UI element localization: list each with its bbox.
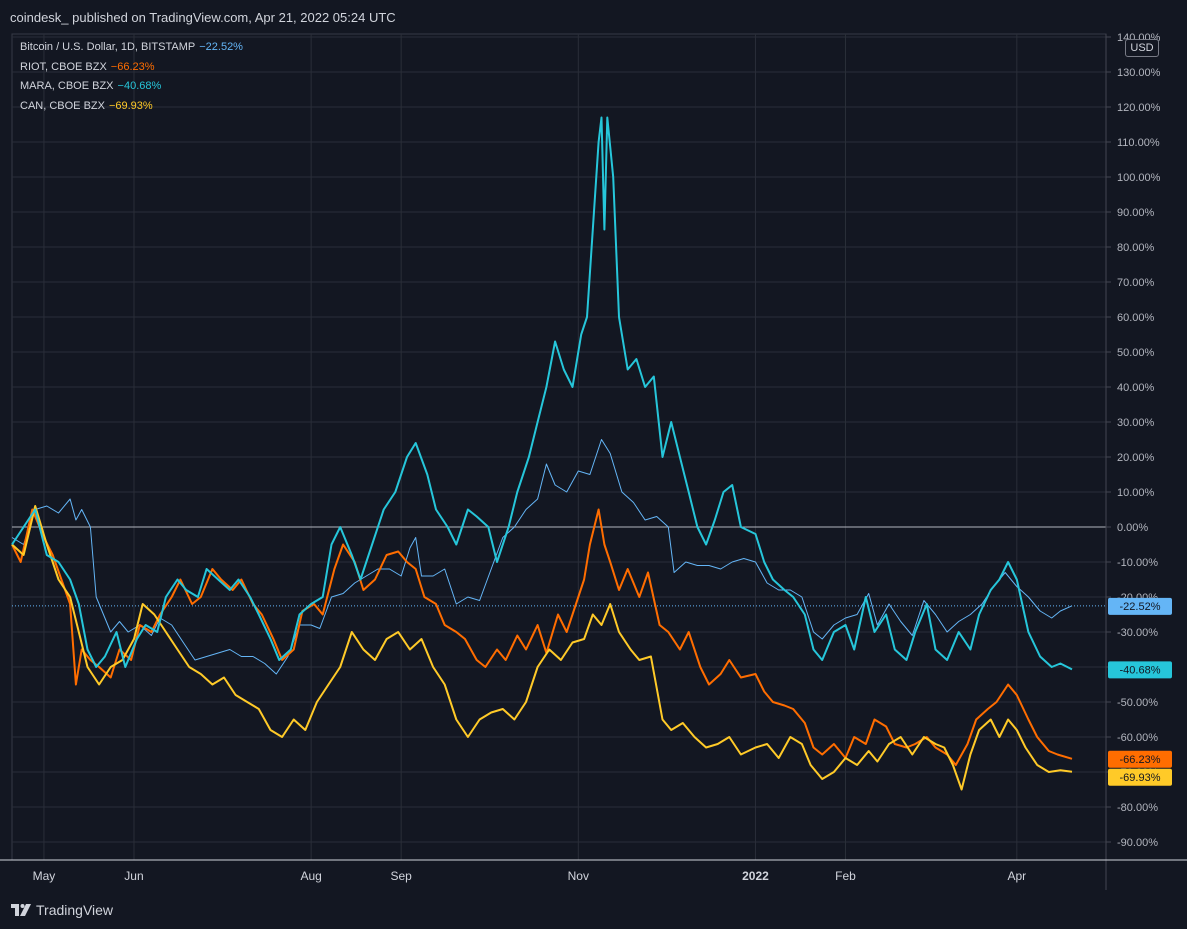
last-value-badge-btc: -22.52% — [1108, 597, 1172, 615]
y-tick-label: 100.00% — [1117, 172, 1161, 184]
grid-layer — [11, 33, 1107, 861]
badge-label: -22.52% — [1120, 601, 1161, 613]
badge-bg — [1108, 768, 1172, 786]
legend-label-mara: MARA, CBOE BZX — [20, 80, 114, 92]
y-tick-label: 70.00% — [1117, 277, 1155, 289]
last-value-badges: -22.52% -40.68% -66.23% -69.93% — [1108, 597, 1172, 786]
currency-button[interactable]: USD — [1125, 39, 1159, 57]
x-tick-label: Nov — [568, 869, 589, 883]
x-tick-label: Apr — [1007, 869, 1026, 883]
y-tick-label: 110.00% — [1117, 137, 1160, 149]
legend-label-riot: RIOT, CBOE BZX — [20, 60, 107, 73]
legend-label-can: CAN, CBOE BZX — [20, 99, 105, 112]
y-tick-label: 20.00% — [1117, 452, 1155, 464]
tradingview-brand-label: TradingView — [36, 901, 114, 918]
series-layer — [11, 116, 1073, 791]
y-tick-label: -60.00% — [1117, 732, 1158, 744]
x-tick-label: Aug — [300, 869, 321, 883]
legend-change-riot: −66.23% — [110, 60, 155, 73]
y-tick-label: -80.00% — [1117, 802, 1158, 814]
y-tick-label: 0.00% — [1117, 522, 1148, 534]
time-axis[interactable]: May Jun Aug Sep Nov 2022 Feb Apr — [0, 859, 1187, 883]
legend-label-btc: Bitcoin / U.S. Dollar, 1D, BITSTAMP — [20, 41, 196, 53]
badge-label: -66.23% — [1120, 754, 1161, 766]
badge-bg — [1108, 750, 1172, 768]
badge-label: -40.68% — [1120, 664, 1161, 676]
chart-legend: Bitcoin / U.S. Dollar, 1D, BITSTAMP −22.5… — [20, 38, 243, 116]
y-tick-label: -10.00% — [1117, 557, 1158, 569]
y-tick-label: 30.00% — [1117, 417, 1155, 429]
badge-bg — [1108, 597, 1172, 615]
y-tick-label: 90.00% — [1117, 207, 1155, 219]
legend-item-riot[interactable]: RIOT, CBOE BZX −66.23% — [20, 58, 243, 78]
y-tick-label: 50.00% — [1117, 347, 1155, 359]
footer-bar: TradingView — [0, 890, 1187, 929]
tradingview-logo[interactable]: TradingView — [10, 902, 113, 918]
x-tick-label: May — [33, 869, 56, 883]
header-bar: coindesk_ published on TradingView.com, … — [0, 0, 1187, 34]
y-tick-label: 80.00% — [1117, 242, 1155, 254]
plot-border — [11, 33, 1107, 861]
x-tick-label: Feb — [835, 869, 856, 883]
x-tick-label: 2022 — [742, 869, 769, 883]
y-tick-label: 40.00% — [1117, 382, 1155, 394]
legend-item-mara[interactable]: MARA, CBOE BZX −40.68% — [20, 77, 243, 97]
y-tick-label: 60.00% — [1117, 312, 1155, 324]
x-tick-label: Jun — [124, 869, 143, 883]
y-tick-label: 130.00% — [1117, 67, 1161, 79]
y-tick-label: -50.00% — [1117, 697, 1158, 709]
last-value-badge-can: -69.93% — [1108, 768, 1172, 786]
series-line-mara — [11, 116, 1073, 671]
publish-title: coindesk_ published on TradingView.com, … — [10, 9, 396, 25]
legend-item-btc[interactable]: Bitcoin / U.S. Dollar, 1D, BITSTAMP −22.5… — [20, 38, 243, 58]
series-line-btc — [11, 439, 1073, 675]
price-axis[interactable]: 140.00%130.00%120.00%110.00%100.00%90.00… — [1105, 32, 1161, 890]
badge-label: -69.93% — [1120, 772, 1161, 784]
y-tick-label: 10.00% — [1117, 487, 1155, 499]
y-tick-label: -30.00% — [1117, 627, 1158, 639]
legend-item-can[interactable]: CAN, CBOE BZX −69.93% — [20, 97, 243, 117]
y-tick-label: -90.00% — [1117, 837, 1158, 849]
legend-change-can: −69.93% — [108, 99, 153, 112]
x-tick-label: Sep — [390, 869, 412, 883]
series-line-can — [11, 505, 1073, 791]
y-tick-label: 120.00% — [1117, 102, 1161, 114]
legend-change-btc: −22.52% — [199, 41, 243, 53]
last-value-badge-mara: -40.68% — [1108, 661, 1172, 679]
badge-bg — [1108, 661, 1172, 679]
tradingview-logo-icon — [11, 903, 31, 916]
legend-change-mara: −40.68% — [117, 80, 162, 92]
last-value-badge-riot: -66.23% — [1108, 750, 1172, 768]
